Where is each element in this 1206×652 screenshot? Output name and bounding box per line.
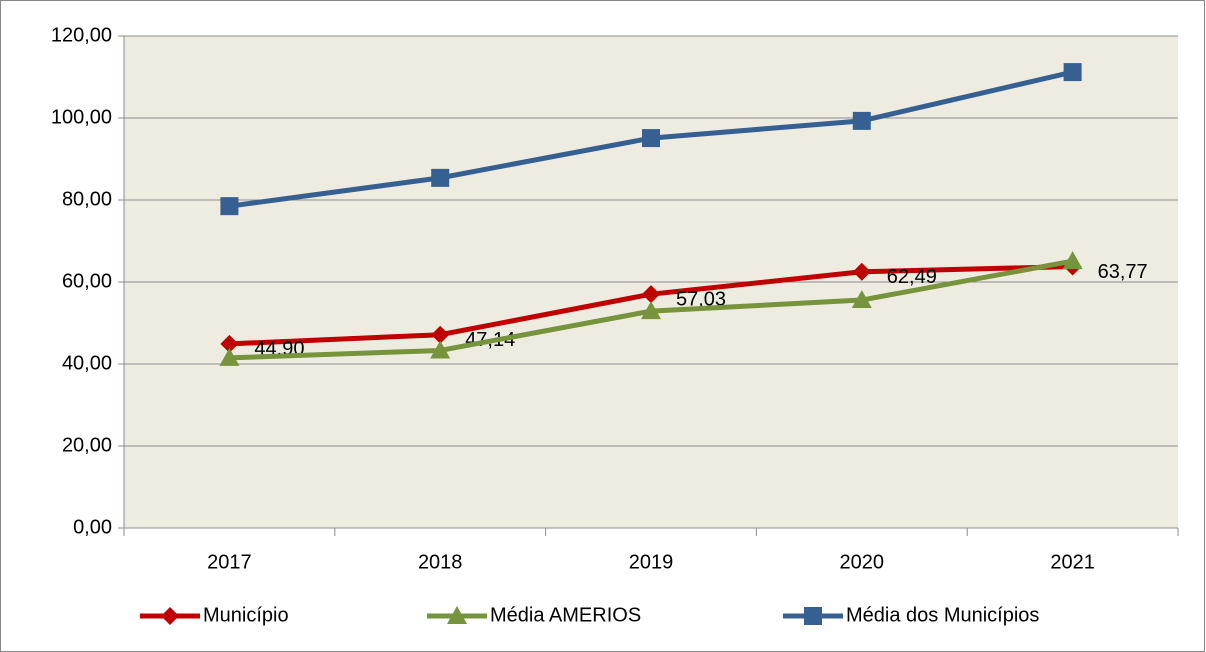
y-tick-label: 0,00: [73, 516, 112, 538]
y-tick-label: 20,00: [62, 434, 112, 456]
x-tick-label: 2017: [207, 551, 252, 573]
legend-marker: [804, 607, 822, 625]
x-tick-label: 2020: [840, 551, 885, 573]
y-tick-label: 100,00: [51, 106, 112, 128]
data-point: [220, 197, 239, 216]
data-label: 57,03: [676, 288, 726, 310]
y-tick-label: 120,00: [51, 24, 112, 46]
data-point: [852, 111, 871, 130]
x-tick-label: 2021: [1050, 551, 1095, 573]
y-tick-label: 80,00: [62, 188, 112, 210]
legend-marker: [447, 606, 467, 624]
data-point: [220, 334, 239, 353]
data-point: [851, 290, 872, 309]
legend-marker: [161, 607, 179, 625]
x-tick-label: 2019: [629, 551, 674, 573]
data-point: [642, 129, 660, 148]
data-point: [1063, 63, 1082, 82]
data-point: [219, 347, 240, 366]
data-point: [641, 301, 661, 320]
legend-label: Média AMERIOS: [490, 604, 641, 626]
legend-label: Município: [203, 604, 289, 626]
data-point: [431, 168, 450, 187]
y-tick-label: 40,00: [62, 352, 112, 374]
x-tick-label: 2018: [418, 551, 463, 573]
data-point: [642, 285, 660, 304]
y-tick-label: 60,00: [62, 270, 112, 292]
data-point: [852, 262, 871, 281]
data-point: [431, 325, 450, 344]
data-label: 63,77: [1098, 261, 1148, 283]
data-point: [1062, 251, 1083, 270]
data-label: 62,49: [887, 266, 937, 288]
legend-label: Média dos Municípios: [846, 604, 1039, 626]
data-point: [430, 340, 451, 359]
